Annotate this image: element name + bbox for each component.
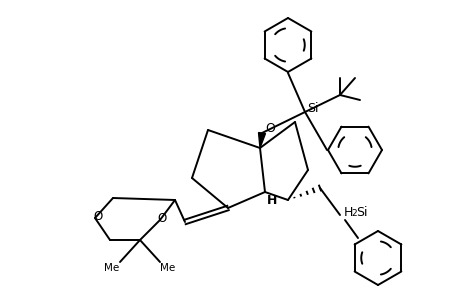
Text: O: O <box>264 122 274 134</box>
Text: O: O <box>157 212 166 224</box>
Polygon shape <box>258 133 265 148</box>
Text: 2: 2 <box>350 209 356 218</box>
Text: Si: Si <box>307 101 318 115</box>
Text: H: H <box>343 206 353 218</box>
Text: Me: Me <box>104 263 119 273</box>
Text: O: O <box>93 209 102 223</box>
Text: H: H <box>266 194 277 206</box>
Text: Si: Si <box>355 206 367 218</box>
Text: Me: Me <box>160 263 175 273</box>
